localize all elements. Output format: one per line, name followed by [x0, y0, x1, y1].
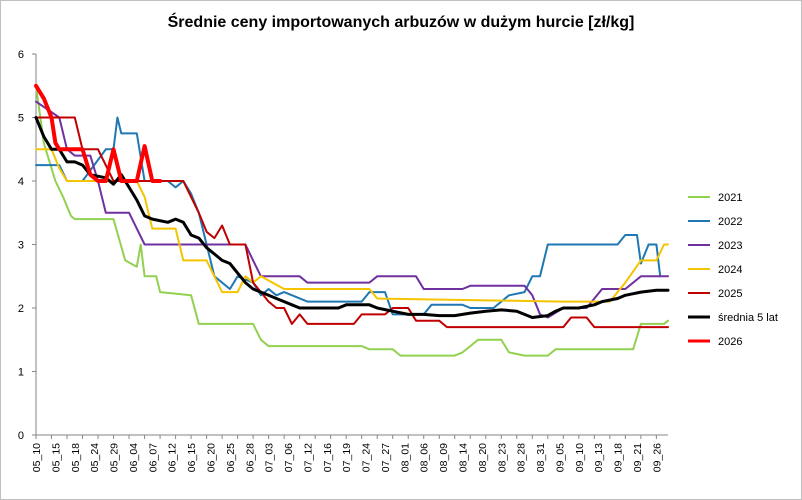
y-tick-label: 4 — [18, 176, 24, 188]
y-tick-label: 2 — [18, 303, 24, 315]
x-tick-label: 08_20 — [477, 443, 489, 472]
x-tick-label: 06_07 — [147, 443, 159, 472]
legend-label: 2025 — [718, 288, 742, 300]
x-tick-label: 09_05 — [554, 443, 566, 472]
legend-label: 2021 — [718, 192, 742, 204]
series-layer — [34, 83, 670, 357]
y-tick-label: 6 — [18, 49, 24, 61]
x-tick-label: 07_03 — [264, 443, 276, 472]
x-tick-label: 06_04 — [128, 443, 140, 472]
legend-label: 2024 — [718, 264, 742, 276]
y-tick-label: 1 — [18, 367, 24, 379]
x-tick-label: 05_15 — [50, 443, 62, 472]
x-tick-label: 08_28 — [516, 443, 528, 472]
x-tick-label: 05_29 — [109, 443, 121, 472]
x-tick-label: 09_13 — [593, 443, 605, 472]
x-tick-label: 09_21 — [632, 443, 644, 472]
x-tick-label: 09_10 — [574, 443, 586, 472]
legend-label: średnia 5 lat — [718, 312, 778, 324]
chart-legend: 2021 2022 2023 2024 2025 średnia 5 lat 2026 — [688, 192, 778, 348]
series-line-1 — [35, 116, 662, 316]
series-line-6 — [34, 83, 163, 183]
x-tick-label: 05_10 — [31, 443, 43, 472]
x-tick-label: 08_14 — [458, 443, 470, 472]
chart-axes: 0 1 2 3 4 5 6 05_10 05_15 05_18 05_24 05_29 06_04 06_… — [18, 49, 668, 472]
series-line-0 — [35, 84, 669, 357]
series-line-3 — [35, 148, 669, 303]
x-tick-label: 08_31 — [535, 443, 547, 472]
x-tick-label: 05_18 — [70, 443, 82, 472]
x-tick-label: 08_09 — [438, 443, 450, 472]
x-tick-label: 08_23 — [496, 443, 508, 472]
x-tick-label: 07_19 — [341, 443, 353, 472]
x-tick-label: 07_16 — [322, 443, 334, 472]
x-tick-label: 07_12 — [302, 443, 314, 472]
x-tick-label: 05_24 — [89, 443, 101, 472]
x-tick-label: 07_24 — [361, 443, 373, 472]
legend-label: 2022 — [718, 216, 742, 228]
legend-label: 2023 — [718, 240, 742, 252]
y-tick-label: 0 — [18, 430, 24, 442]
y-tick-label: 3 — [18, 240, 24, 252]
x-tick-label: 08_06 — [419, 443, 431, 472]
x-tick-label: 07_27 — [380, 443, 392, 472]
x-tick-label: 07_06 — [283, 443, 295, 472]
chart-title: Średnie ceny importowanych arbuzów w duż… — [167, 14, 635, 31]
x-tick-label: 06_25 — [225, 443, 237, 472]
legend-label: 2026 — [718, 336, 742, 348]
x-tick-label: 06_28 — [244, 443, 256, 472]
x-tick-label: 09_18 — [613, 443, 625, 472]
x-tick-label: 08_01 — [399, 443, 411, 472]
x-tick-label: 06_15 — [186, 443, 198, 472]
x-tick-label: 09_26 — [651, 443, 663, 472]
y-tick-label: 5 — [18, 113, 24, 125]
x-tick-label: 06_12 — [167, 443, 179, 472]
series-line-4 — [35, 116, 669, 329]
x-tick-label: 06_20 — [205, 443, 217, 472]
